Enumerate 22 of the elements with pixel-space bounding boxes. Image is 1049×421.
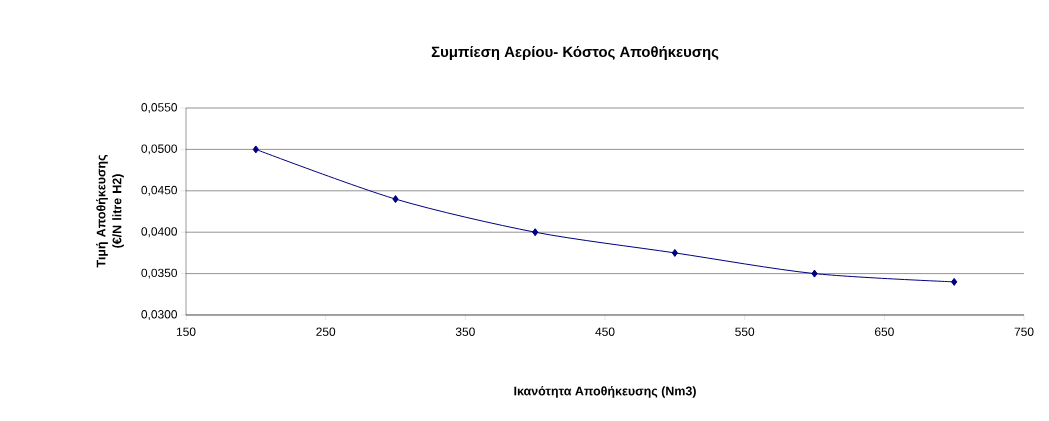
- point: [811, 269, 818, 278]
- point: [392, 195, 399, 204]
- point: [532, 228, 539, 237]
- x-tick-label: 550: [735, 327, 755, 336]
- y-tick-label: 0,0550: [141, 103, 178, 113]
- x-tick-label: 350: [455, 327, 475, 336]
- x-tick-label: 650: [874, 327, 894, 336]
- y-tick-label: 0,0350: [141, 268, 178, 279]
- chart-title: Συμπίεση Αερίου- Κόστος Αποθήκευσης: [431, 45, 719, 61]
- y-tick-label: 0,0400: [141, 227, 178, 238]
- y-tick-label: 0,0300: [141, 310, 178, 320]
- x-tick-label: 450: [595, 327, 615, 336]
- y-tick-label: 0,0500: [141, 144, 178, 155]
- y-tick-label: 0,0450: [141, 185, 178, 196]
- x-tick-label: 750: [1014, 327, 1034, 336]
- y-axis-title: Τιμή Αποθήκευσης (€/N litre H2): [96, 154, 124, 268]
- x-tick-label: 250: [316, 327, 336, 336]
- point: [951, 277, 958, 286]
- x-tick-label: 150: [176, 327, 196, 336]
- point: [252, 145, 259, 154]
- point: [671, 248, 678, 257]
- x-axis-title: Ικανότητα Αποθήκευσης (Nm3): [514, 386, 696, 398]
